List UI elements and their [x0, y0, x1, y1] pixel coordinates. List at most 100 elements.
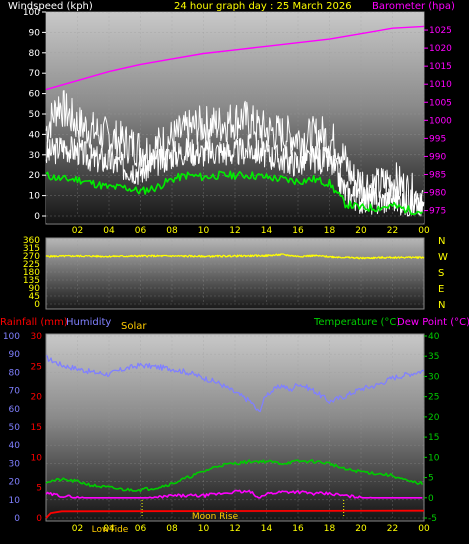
- right-tick-label: 1025: [429, 26, 452, 36]
- left-tick-label: 0: [34, 212, 40, 222]
- left-tick-label: 40: [29, 130, 41, 140]
- humidity-tick-label: 40: [9, 441, 21, 451]
- legend-item: Solar: [121, 321, 147, 332]
- left-tick-label: 100: [23, 8, 40, 18]
- compass-label: N: [438, 236, 445, 247]
- x-tick-label: 06: [135, 226, 147, 236]
- series-avg-wind: [45, 170, 423, 216]
- x-tick-label: 22: [387, 524, 398, 534]
- series-windspeed: [45, 135, 425, 217]
- humidity-tick-label: 50: [9, 423, 21, 433]
- compass-label: W: [438, 252, 448, 263]
- graph-title: 24 hour graph day : 25 March 2026: [174, 1, 352, 12]
- series-dew-point: [45, 489, 423, 499]
- x-tick-label: 04: [103, 226, 115, 236]
- right-tick-label: 1015: [429, 62, 452, 72]
- x-tick-label: 08: [166, 226, 178, 236]
- series-direction: [45, 253, 425, 260]
- x-tick-label: 18: [324, 226, 336, 236]
- right-tick-label: 975: [429, 207, 446, 217]
- left-tick-label: 90: [29, 28, 41, 38]
- temp-tick-label: 5: [428, 474, 434, 484]
- humidity-tick-label: 20: [9, 478, 21, 488]
- rain-tick-label: 0: [36, 514, 42, 524]
- rain-tick-label: 10: [31, 453, 43, 463]
- temp-tick-label: -5: [428, 514, 437, 524]
- right-tick-label: 985: [429, 170, 446, 180]
- x-tick-label: 00: [418, 226, 430, 236]
- temp-tick-label: 20: [428, 413, 440, 423]
- left-tick-label: 20: [29, 171, 41, 181]
- left-axis-label: Windspeed (kph): [8, 1, 93, 12]
- right-tick-label: 1020: [429, 44, 452, 54]
- humidity-tick-label: 0: [14, 514, 20, 524]
- direction-tick-label: 270: [23, 252, 40, 262]
- left-tick-label: 30: [29, 151, 41, 161]
- left-tick-label: 50: [29, 110, 41, 120]
- humidity-tick-label: 100: [3, 332, 20, 342]
- series-humidity: [45, 355, 425, 413]
- right-tick-label: 1010: [429, 80, 452, 90]
- legend-item: Rainfall (mm): [0, 317, 68, 328]
- humidity-tick-label: 30: [9, 459, 21, 469]
- x-tick-label: 00: [418, 524, 430, 534]
- x-tick-label: 12: [229, 226, 240, 236]
- moonrise-label: Moon Rise: [192, 512, 239, 522]
- direction-tick-label: 360: [23, 236, 40, 246]
- left-tick-label: 70: [29, 69, 41, 79]
- x-tick-label: 16: [292, 226, 304, 236]
- series-barometer: [45, 25, 425, 91]
- compass-label: S: [438, 268, 444, 279]
- right-tick-label: 980: [429, 189, 446, 199]
- temp-tick-label: 35: [428, 352, 439, 362]
- humidity-tick-label: 10: [9, 496, 21, 506]
- direction-tick-label: 225: [23, 260, 40, 270]
- temp-tick-label: 40: [428, 332, 440, 342]
- direction-tick-label: 45: [29, 292, 40, 302]
- right-tick-label: 990: [429, 152, 446, 162]
- rain-tick-label: 20: [31, 393, 43, 403]
- temp-tick-label: 0: [428, 494, 434, 504]
- temp-tick-label: 25: [428, 393, 439, 403]
- right-axis-label: Barometer (hpa): [372, 1, 455, 12]
- x-tick-label: 08: [166, 524, 178, 534]
- rain-tick-label: 5: [36, 484, 42, 494]
- temp-tick-label: 15: [428, 433, 439, 443]
- humidity-tick-label: 90: [9, 350, 21, 360]
- x-tick-label: 10: [198, 524, 210, 534]
- direction-tick-label: 315: [23, 244, 40, 254]
- series-rainfall: [45, 509, 425, 519]
- humidity-tick-label: 80: [9, 368, 21, 378]
- x-tick-label: 14: [261, 226, 273, 236]
- x-tick-label: 06: [135, 524, 147, 534]
- rain-tick-label: 30: [31, 332, 43, 342]
- x-tick-label: 12: [229, 524, 240, 534]
- x-tick-label: 18: [324, 524, 336, 534]
- x-tick-label: 16: [292, 524, 304, 534]
- x-tick-label: 22: [387, 226, 398, 236]
- right-tick-label: 1000: [429, 116, 452, 126]
- left-tick-label: 80: [29, 49, 41, 59]
- temp-tick-label: 10: [428, 453, 440, 463]
- right-tick-label: 1005: [429, 98, 452, 108]
- temp-humidity-panel: 0 10 20 30 40 50 60 70 80 90 100 0 5 10 15 20 25 30 -5 0 5…: [3, 332, 440, 535]
- left-tick-label: 60: [29, 90, 41, 100]
- direction-tick-label: 0: [34, 300, 40, 310]
- compass-label: N: [438, 300, 445, 311]
- rain-tick-label: 15: [31, 423, 42, 433]
- left-tick-label: 10: [29, 192, 41, 202]
- humidity-tick-label: 60: [9, 405, 21, 415]
- x-tick-label: 10: [198, 226, 210, 236]
- x-tick-label: 14: [261, 524, 273, 534]
- x-tick-label: 20: [355, 226, 367, 236]
- panel3-legend: Rainfall (mm)Humidity Solar Temperature (°…: [0, 317, 469, 332]
- x-tick-label: 02: [72, 524, 83, 534]
- legend-item: Dew Point (°C): [397, 317, 469, 328]
- compass-label: E: [438, 284, 444, 295]
- humidity-tick-label: 70: [9, 387, 21, 397]
- x-tick-label: 02: [72, 226, 83, 236]
- legend-item: Temperature (°C): [313, 317, 400, 328]
